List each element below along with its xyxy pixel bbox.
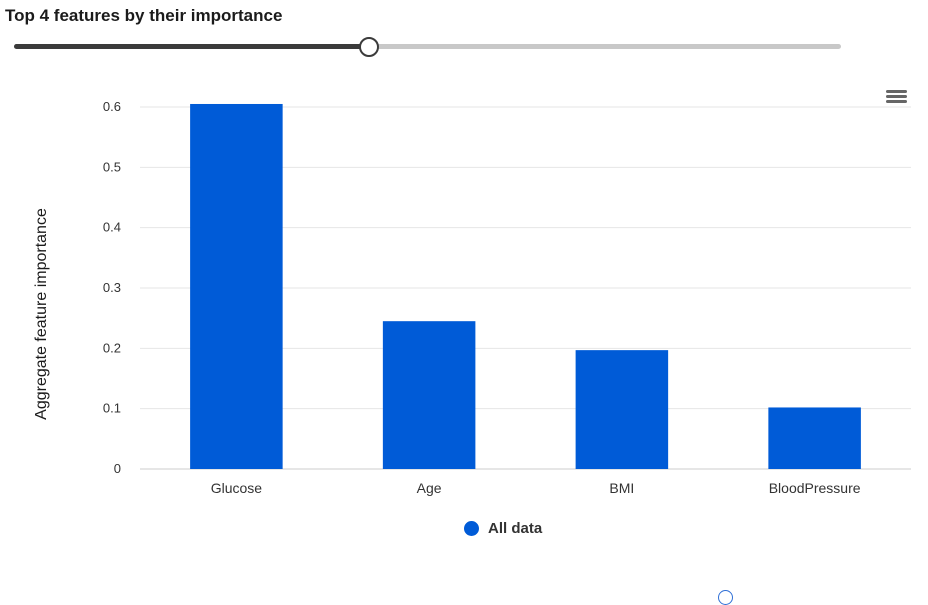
menu-line: [886, 90, 907, 93]
y-tick-label: 0.1: [103, 401, 121, 416]
bar-glucose[interactable]: [190, 103, 283, 469]
y-tick-label: 0.2: [103, 340, 121, 355]
slider-track[interactable]: [14, 44, 841, 49]
x-tick-label: Glucose: [211, 480, 263, 496]
slider-thumb[interactable]: [358, 37, 379, 57]
x-tick-label: Age: [417, 480, 442, 496]
menu-line: [886, 95, 907, 98]
menu-line: [886, 100, 907, 103]
bar-age[interactable]: [382, 321, 476, 469]
x-tick-label: BMI: [609, 480, 634, 496]
legend-label: All data: [488, 519, 543, 537]
partial-circle-icon: [718, 590, 733, 605]
chart-menu-icon[interactable]: [884, 88, 910, 110]
feature-count-label: Top 4 features by their importance: [5, 6, 283, 25]
x-tick-label: BloodPressure: [769, 480, 861, 496]
y-axis-title: Aggregate feature importance: [33, 208, 50, 420]
legend-marker: [464, 520, 479, 536]
y-tick-label: 0.6: [103, 99, 121, 114]
y-tick-label: 0: [114, 461, 121, 476]
feature-importance-chart: 0 0.1 0.2 0.3 0.4 0.5 0.6 Glucose Age BMI BloodPre…: [33, 99, 911, 496]
slider-fill: [14, 44, 368, 49]
chart-legend[interactable]: All data: [464, 518, 542, 538]
y-tick-label: 0.5: [103, 159, 121, 174]
y-tick-label: 0.3: [103, 280, 121, 295]
y-tick-label: 0.4: [103, 220, 121, 235]
bar-bloodpressure[interactable]: [768, 407, 861, 469]
top-features-slider[interactable]: [14, 35, 841, 59]
bar-bmi[interactable]: [575, 350, 669, 469]
